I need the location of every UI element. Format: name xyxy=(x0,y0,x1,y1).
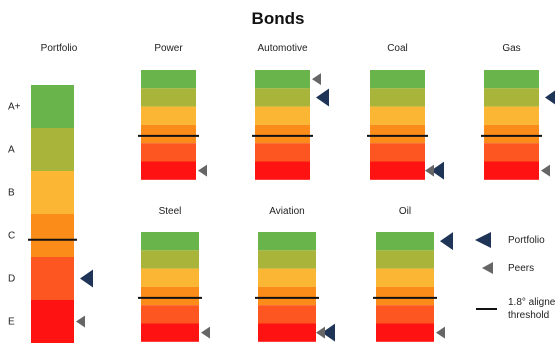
chart-title: Bonds xyxy=(252,9,305,28)
sector-power-band-e xyxy=(141,161,196,180)
sector-automotive-band-aplus xyxy=(255,70,310,89)
sector-aviation-band-e xyxy=(258,323,316,342)
portfolio-band-label: D xyxy=(8,274,15,285)
portfolio-band-a xyxy=(31,128,74,171)
sector-power-band-b xyxy=(141,106,196,125)
legend-threshold-label-line1: 1.8° aligned xyxy=(508,297,555,308)
sector-aviation-band-b xyxy=(258,268,316,287)
sector-steel-band-d xyxy=(141,305,199,324)
sector-gas-band-b xyxy=(484,106,539,125)
portfolio-panel: Portfolio A+ A B C D E xyxy=(8,43,93,343)
sector-steel-band-b xyxy=(141,268,199,287)
sector-aviation-title: Aviation xyxy=(269,206,304,217)
sector-aviation-band-d xyxy=(258,305,316,324)
sector-panels: Power Automotive Coal Gas Steel Aviation Oil xyxy=(138,43,555,342)
sector-automotive-peers-marker-icon xyxy=(312,73,321,86)
sector-oil-band-c xyxy=(376,286,434,306)
portfolio-band-label: A+ xyxy=(8,102,21,113)
sector-steel-peers-marker-icon xyxy=(201,326,210,339)
sector-gas-band-c xyxy=(484,124,539,144)
legend-portfolio-marker-icon xyxy=(475,232,491,248)
portfolio-band-label: B xyxy=(8,188,15,199)
sector-coal-portfolio-marker-icon xyxy=(431,161,444,180)
sector-coal-band-aplus xyxy=(370,70,425,89)
portfolio-band-aplus xyxy=(31,85,74,128)
portfolio-panel-title: Portfolio xyxy=(41,43,78,54)
sector-power-band-c xyxy=(141,124,196,144)
sector-aviation-band-aplus xyxy=(258,232,316,251)
sector-oil-band-b xyxy=(376,268,434,287)
sector-coal-band-d xyxy=(370,143,425,162)
sector-oil-panel: Oil xyxy=(373,206,453,342)
portfolio-band-label: E xyxy=(8,317,15,328)
sector-aviation-panel: Aviation xyxy=(255,206,335,342)
sector-power-title: Power xyxy=(154,43,183,54)
legend-portfolio-label: Portfolio xyxy=(508,235,545,246)
sector-steel-title: Steel xyxy=(159,206,182,217)
sector-power-band-d xyxy=(141,143,196,162)
portfolio-bar xyxy=(28,85,93,343)
portfolio-peers-marker-icon xyxy=(76,315,85,328)
legend-peers-marker-icon xyxy=(482,262,493,274)
sector-oil-title: Oil xyxy=(399,206,411,217)
sector-gas-panel: Gas xyxy=(481,43,555,180)
portfolio-portfolio-marker-icon xyxy=(80,269,93,288)
sector-power-band-a xyxy=(141,88,196,107)
sector-aviation-band-c xyxy=(258,286,316,306)
sector-power-panel: Power xyxy=(138,43,207,180)
sector-gas-band-a xyxy=(484,88,539,107)
portfolio-band-label: A xyxy=(8,145,15,156)
sector-automotive-panel: Automotive xyxy=(252,43,329,180)
sector-steel-band-e xyxy=(141,323,199,342)
sector-coal-band-b xyxy=(370,106,425,125)
portfolio-band-label: C xyxy=(8,231,15,242)
sector-gas-band-aplus xyxy=(484,70,539,89)
sector-oil-band-e xyxy=(376,323,434,342)
sector-automotive-portfolio-marker-icon xyxy=(316,88,329,107)
sector-coal-band-a xyxy=(370,88,425,107)
legend: Portfolio Peers 1.8° aligned threshold xyxy=(475,232,555,321)
portfolio-band-e xyxy=(31,300,74,343)
portfolio-band-b xyxy=(31,171,74,214)
legend-threshold-label-line2: threshold xyxy=(508,310,549,321)
sector-coal-band-c xyxy=(370,124,425,144)
sector-power-peers-marker-icon xyxy=(198,164,207,177)
sector-coal-band-e xyxy=(370,161,425,180)
sector-oil-band-d xyxy=(376,305,434,324)
portfolio-band-labels: A+ A B C D E xyxy=(8,102,21,328)
sector-oil-portfolio-marker-icon xyxy=(440,232,453,251)
sector-gas-title: Gas xyxy=(502,43,520,54)
portfolio-band-d xyxy=(31,257,74,300)
sector-aviation-peers-marker-icon xyxy=(316,326,325,339)
sector-gas-portfolio-marker-icon xyxy=(545,90,555,105)
sector-automotive-band-c xyxy=(255,124,310,144)
sector-coal-panel: Coal xyxy=(367,43,444,180)
sector-steel-band-aplus xyxy=(141,232,199,251)
sector-coal-title: Coal xyxy=(387,43,408,54)
sector-steel-band-c xyxy=(141,286,199,306)
sector-gas-band-e xyxy=(484,161,539,180)
sector-automotive-band-b xyxy=(255,106,310,125)
sector-aviation-band-a xyxy=(258,250,316,269)
legend-peers-label: Peers xyxy=(508,263,534,274)
sector-gas-band-d xyxy=(484,143,539,162)
sector-steel-panel: Steel xyxy=(138,206,210,342)
sector-coal-peers-marker-icon xyxy=(425,164,434,177)
sector-automotive-band-a xyxy=(255,88,310,107)
sector-oil-band-a xyxy=(376,250,434,269)
portfolio-band-c xyxy=(31,214,74,257)
sector-automotive-band-e xyxy=(255,161,310,180)
sector-power-band-aplus xyxy=(141,70,196,89)
sector-steel-band-a xyxy=(141,250,199,269)
sector-automotive-title: Automotive xyxy=(257,43,307,54)
sector-automotive-band-d xyxy=(255,143,310,162)
sector-oil-band-aplus xyxy=(376,232,434,251)
sector-aviation-portfolio-marker-icon xyxy=(322,323,335,342)
sector-gas-peers-marker-icon xyxy=(541,164,550,177)
sector-oil-peers-marker-icon xyxy=(436,326,445,339)
